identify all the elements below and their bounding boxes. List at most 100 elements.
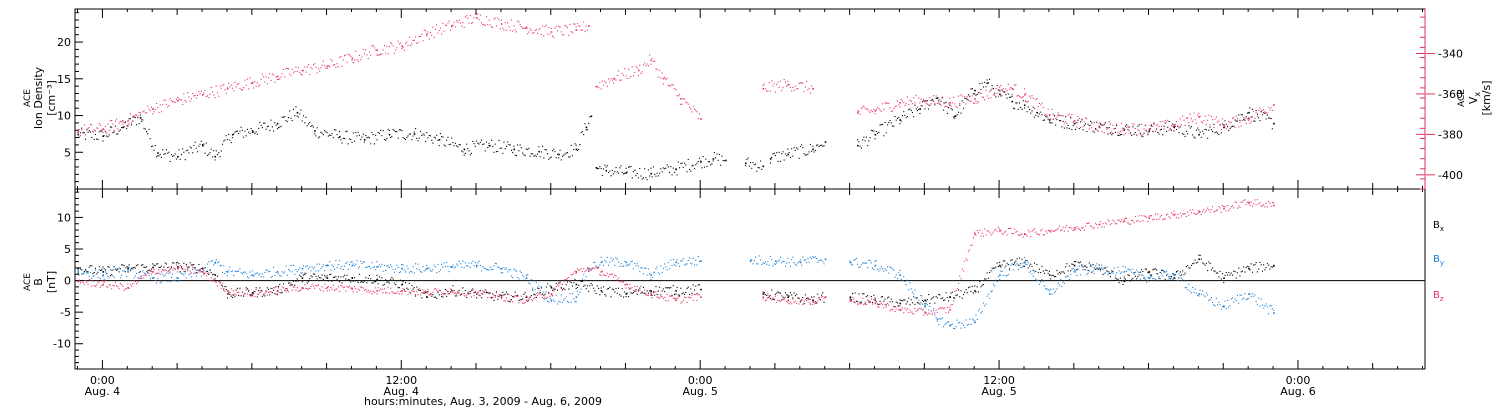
by-point [103, 278, 105, 280]
bz-point [1071, 228, 1073, 230]
bz-point [94, 285, 96, 287]
bz-point [608, 276, 610, 278]
bx-point [661, 290, 663, 292]
density-point [337, 137, 339, 139]
by-point [646, 274, 648, 276]
bx-point [1058, 271, 1060, 273]
bx-point [315, 275, 317, 277]
by-point [686, 263, 688, 265]
speed-point [858, 110, 860, 112]
density-point [1147, 134, 1149, 136]
density-point [1048, 121, 1050, 123]
speed-point [1163, 128, 1165, 130]
density-point [386, 138, 388, 140]
bz-point [921, 309, 923, 311]
bx-point [552, 289, 554, 291]
by-point [636, 263, 638, 265]
bz-point [1019, 234, 1021, 236]
speed-point [164, 99, 166, 101]
density-point [1266, 114, 1268, 116]
bz-point [351, 287, 353, 289]
speed-point [555, 25, 557, 27]
bx-point [535, 296, 537, 298]
by-point [478, 260, 480, 262]
bz-point [403, 290, 405, 292]
density-point [645, 177, 647, 179]
bx-point [870, 296, 872, 298]
speed-point [980, 92, 982, 94]
density-point [226, 139, 228, 141]
bz-point [763, 293, 765, 295]
by-point [327, 265, 329, 267]
density-point [1179, 126, 1181, 128]
density-point [1264, 112, 1266, 114]
density-point [534, 154, 536, 156]
bz-point [647, 294, 649, 296]
bz-point [864, 301, 866, 303]
speed-point [403, 49, 405, 51]
bx-point [923, 300, 925, 302]
by-point [1087, 272, 1089, 274]
bz-point [127, 286, 129, 289]
bz-point [119, 282, 121, 284]
by-point [1070, 273, 1072, 275]
bz-point [1015, 231, 1017, 233]
density-point [1009, 96, 1011, 98]
density-point [1024, 107, 1026, 109]
by-point [753, 260, 755, 262]
speed-point [182, 103, 184, 105]
speed-point [344, 55, 346, 57]
bx-point [268, 288, 270, 290]
density-point [1007, 93, 1009, 95]
speed-point [524, 27, 526, 29]
by-point [598, 266, 600, 268]
speed-point [537, 32, 539, 34]
bz-point [959, 275, 961, 277]
bx-point [1192, 263, 1194, 265]
bz-point [376, 290, 378, 292]
by-point [270, 276, 272, 278]
by-point [1009, 269, 1011, 271]
bz-point [768, 296, 770, 298]
bz-point [472, 289, 474, 291]
bz-point [466, 294, 468, 296]
speed-point [451, 25, 453, 27]
speed-point [882, 103, 884, 105]
density-point [1024, 104, 1026, 107]
by-point [972, 319, 974, 321]
density-point [127, 124, 129, 126]
density-point [966, 98, 968, 100]
speed-point [1151, 123, 1153, 125]
speed-point [953, 96, 955, 98]
by-point [1123, 271, 1126, 273]
bz-point [609, 273, 611, 275]
bz-point [111, 288, 113, 290]
by-point [83, 272, 85, 274]
speed-point [880, 110, 882, 112]
by-point [1030, 270, 1032, 272]
speed-point [108, 129, 110, 131]
bz-point [1173, 210, 1175, 212]
speed-point [943, 102, 945, 104]
by-point [940, 318, 942, 320]
density-point [230, 142, 232, 144]
by-point [451, 266, 453, 268]
speed-point [929, 97, 931, 99]
bz-point [360, 286, 362, 288]
bx-point [1062, 271, 1064, 273]
speed-point [187, 92, 189, 94]
speed-point [1243, 116, 1245, 118]
bz-point [1090, 225, 1092, 227]
bx-point [916, 302, 918, 304]
bz-point [487, 296, 489, 298]
by-point [1210, 297, 1212, 299]
by-point [1114, 274, 1116, 276]
bz-point [1163, 218, 1165, 220]
density-point [1254, 120, 1256, 122]
bx-point [1260, 264, 1262, 266]
density-point [163, 153, 165, 155]
by-point [1050, 288, 1052, 290]
density-point [427, 137, 429, 139]
speed-point [203, 92, 205, 94]
speed-point [908, 104, 910, 106]
